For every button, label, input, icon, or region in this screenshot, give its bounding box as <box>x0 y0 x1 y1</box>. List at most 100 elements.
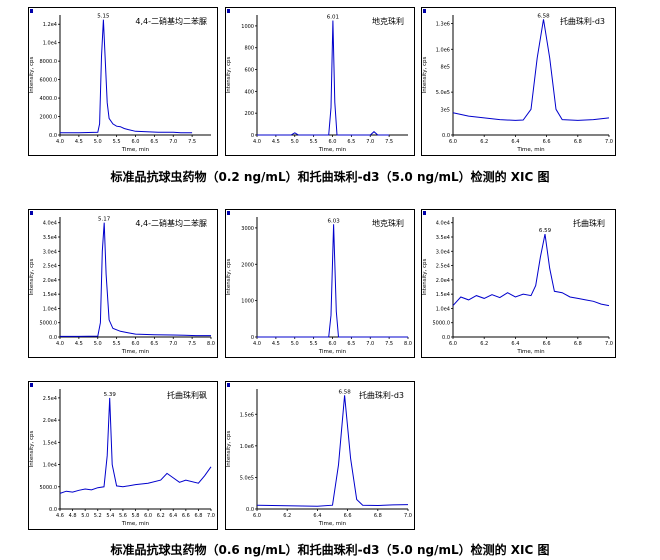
y-tick-label: 0 <box>251 335 254 341</box>
x-tick-label: 6.8 <box>374 513 382 519</box>
x-tick-label: 6.4 <box>511 139 519 145</box>
y-tick-label: 1000 <box>241 299 254 305</box>
x-tick-label: 6.2 <box>480 341 488 347</box>
y-tick-label: 1.5e4 <box>43 440 57 446</box>
y-tick-label: 1.2e4 <box>43 22 57 28</box>
x-tick-label: 6.0 <box>144 513 152 519</box>
y-tick-label: 0.0 <box>246 507 254 513</box>
peak-label: 6.03 <box>328 218 341 224</box>
chart-panel-6: 6.0 6.2 6.4 6.6 6.8 7.0 0.0 5000.0 1.0e4 1.5e4 2.0… <box>421 209 616 358</box>
x-tick-label: 4.5 <box>272 341 280 347</box>
y-tick-label: 1.0e4 <box>43 41 57 47</box>
panel-marker <box>227 211 230 215</box>
y-tick-label: 400 <box>244 89 254 95</box>
chart-panel-3: 6.0 6.2 6.4 6.6 6.8 7.0 0.0 5.0e5 1.0e6 1.3e6 3e5 8… <box>421 7 616 156</box>
chart-panel-8: 6.0 6.2 6.4 6.6 6.8 7.0 0.0 5.0e5 1.0e6 1.5e6 Time… <box>225 381 415 530</box>
x-tick-label: 5.0 <box>81 513 89 519</box>
x-tick-label: 6.2 <box>283 513 291 519</box>
compound-label: 托曲珠利-d3 <box>359 390 404 400</box>
y-tick-label: 3.5e4 <box>43 235 57 241</box>
x-tick-label: 4.0 <box>56 139 64 145</box>
series-line-1 <box>257 20 390 136</box>
y-tick-label: 3000 <box>241 226 254 232</box>
x-tick-label: 4.6 <box>56 513 64 519</box>
x-tick-label: 7.5 <box>188 139 196 145</box>
panel-marker <box>30 9 33 13</box>
x-tick-label: 6.5 <box>347 139 355 145</box>
x-axis-label: Time, min <box>121 521 150 527</box>
compound-label: 4,4-二硝基均二苯脲 <box>135 16 207 26</box>
x-tick-label: 4.5 <box>75 139 83 145</box>
y-tick-label: 1000 <box>241 24 254 30</box>
peak-label: 6.58 <box>338 389 351 395</box>
y-tick-label: 4.0e4 <box>43 221 57 227</box>
y-tick-label: 6000.0 <box>40 78 58 84</box>
x-tick-label: 4.5 <box>75 341 83 347</box>
x-axis-label: Time, min <box>121 349 150 355</box>
peak-label: 6.01 <box>327 14 339 20</box>
x-tick-label: 4.0 <box>253 139 261 145</box>
y-tick-label: 5000.0 <box>433 321 451 327</box>
y-axis-label: Intensity, cps <box>226 258 232 295</box>
series-line-1 <box>59 397 212 494</box>
x-tick-label: 6.0 <box>329 341 337 347</box>
x-tick-label: 6.6 <box>543 341 551 347</box>
figure-caption-2: 标准品抗球虫药物（0.6 ng/mL）和托曲珠利-d3（5.0 ng/mL）检测… <box>110 543 550 557</box>
series-line-1 <box>452 234 610 307</box>
x-tick-label: 6.8 <box>574 341 582 347</box>
y-axis-label: Intensity, cps <box>422 56 428 93</box>
y-tick-label: 0.0 <box>442 133 450 139</box>
y-tick-label: 0.0 <box>49 507 57 513</box>
y-tick-label: 2.5e4 <box>43 396 57 402</box>
x-tick-label: 6.6 <box>543 139 551 145</box>
y-tick-label: 1.0e6 <box>240 444 254 450</box>
x-tick-label: 8.0 <box>404 341 412 347</box>
y-tick-label: 5000.0 <box>40 321 58 327</box>
x-tick-label: 6.8 <box>194 513 202 519</box>
y-tick-label: 3.0e4 <box>43 249 57 255</box>
x-tick-label: 5.6 <box>119 513 127 519</box>
x-tick-label: 5.5 <box>310 341 318 347</box>
x-tick-label: 5.0 <box>94 341 102 347</box>
x-tick-label: 7.5 <box>385 341 393 347</box>
y-tick-label: 0 <box>251 133 254 139</box>
compound-label: 托曲珠利-d3 <box>560 16 605 26</box>
x-tick-label: 6.5 <box>347 341 355 347</box>
y-tick-label: 1.5e6 <box>240 412 254 418</box>
y-axis-label: Intensity, cps <box>29 56 35 93</box>
x-tick-label: 7.0 <box>605 341 613 347</box>
x-tick-label: 7.0 <box>366 139 374 145</box>
y-tick-label: 200 <box>244 111 254 117</box>
y-tick-label: 2.5e4 <box>43 264 57 270</box>
y-axis-label: Intensity, cps <box>226 430 232 467</box>
peak-label: 6.59 <box>539 228 552 234</box>
y-tick-label: 1.0e6 <box>436 47 450 53</box>
chart-panel-4: 4.0 4.5 5.0 5.5 6.0 6.5 7.0 7.5 8.0 0.0 5000.0 1.0e… <box>28 209 218 358</box>
x-tick-label: 6.0 <box>329 139 337 145</box>
x-tick-label: 6.0 <box>132 139 140 145</box>
chart-panel-5: 4.0 4.5 5.0 5.5 6.0 6.5 7.0 7.5 8.0 0 1000 2000 3000… <box>225 209 415 358</box>
x-tick-label: 6.0 <box>132 341 140 347</box>
x-tick-label: 4.5 <box>272 139 280 145</box>
y-tick-label: 4000.0 <box>40 96 58 102</box>
x-tick-label: 6.6 <box>182 513 190 519</box>
figure-caption-1: 标准品抗球虫药物（0.2 ng/mL）和托曲珠利-d3（5.0 ng/mL）检测… <box>110 170 550 184</box>
compound-label: 托曲珠利砜 <box>167 390 207 400</box>
y-tick-label: 3.0e4 <box>436 249 450 255</box>
panel-marker <box>423 9 426 13</box>
y-tick-label: 1.5e4 <box>43 292 57 298</box>
panel-frame <box>421 209 616 358</box>
y-tick-label: 600 <box>244 68 254 74</box>
y-tick-label: 1.0e4 <box>43 306 57 312</box>
panel-marker <box>30 211 33 215</box>
x-tick-label: 5.5 <box>310 139 318 145</box>
y-tick-label: 2.5e4 <box>436 264 450 270</box>
x-tick-label: 7.0 <box>404 513 412 519</box>
x-tick-label: 6.6 <box>344 513 352 519</box>
x-tick-label: 6.4 <box>169 513 177 519</box>
x-tick-label: 8.0 <box>207 341 215 347</box>
x-tick-label: 6.4 <box>313 513 321 519</box>
x-tick-label: 5.2 <box>94 513 102 519</box>
y-tick-label: 2.0e4 <box>43 418 57 424</box>
y-tick-label: 0.0 <box>49 133 57 139</box>
